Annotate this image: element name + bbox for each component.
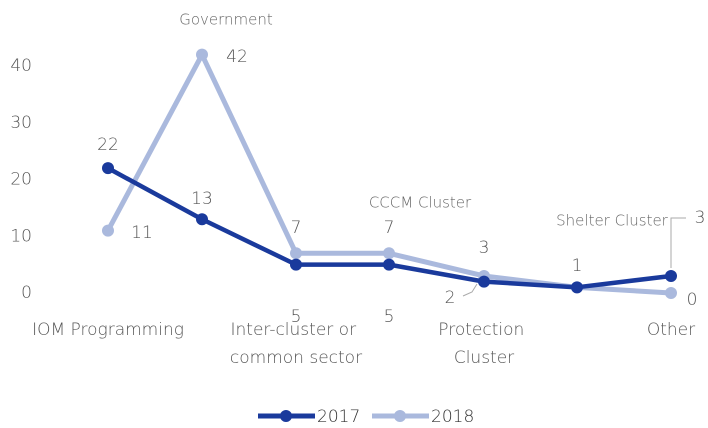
data-label: 2 [445, 288, 456, 308]
data-label: 13 [191, 189, 213, 209]
point [665, 269, 677, 282]
point [383, 247, 395, 260]
data-label: 7 [291, 218, 302, 238]
legend-label: 2017 [317, 407, 360, 427]
category-annotation: Shelter Cluster [556, 212, 669, 230]
point [102, 224, 114, 237]
y-tick-label: 30 [10, 113, 32, 133]
y-tick-label: 40 [10, 56, 32, 76]
data-label: 11 [131, 223, 153, 243]
data-label: 5 [384, 307, 395, 327]
data-label: 42 [226, 47, 248, 67]
x-tick-label: Protection Cluster [438, 320, 529, 368]
data-label: 0 [687, 290, 698, 310]
y-tick-label: 20 [10, 170, 32, 190]
data-label: 1 [572, 256, 583, 276]
point [196, 48, 208, 61]
leader-line [462, 283, 478, 297]
x-tick-label: Other [647, 320, 695, 340]
y-tick-label: 0 [21, 283, 32, 303]
legend-marker [280, 410, 292, 422]
data-label: 22 [97, 135, 119, 155]
data-label: 3 [479, 238, 490, 258]
x-tick-label: Inter-cluster or common sector [230, 320, 362, 368]
point [478, 275, 490, 288]
data-label: 5 [291, 307, 302, 327]
x-tick-label: IOM Programming [32, 320, 184, 340]
category-annotation: Government [179, 11, 273, 29]
point [383, 258, 395, 271]
point [665, 287, 677, 299]
leader-line [670, 217, 686, 268]
point [290, 247, 302, 260]
data-label: 7 [384, 218, 395, 238]
category-annotation: CCCM Cluster [369, 194, 472, 212]
legend-marker [394, 410, 406, 422]
data-label: 3 [695, 208, 706, 228]
point [196, 213, 208, 226]
y-tick-label: 10 [10, 226, 32, 246]
legend-item: 2018 [372, 407, 474, 427]
legend-item: 2017 [258, 407, 360, 427]
point [102, 162, 114, 175]
point [290, 258, 302, 271]
legend-label: 2018 [431, 407, 474, 427]
point [571, 281, 583, 294]
